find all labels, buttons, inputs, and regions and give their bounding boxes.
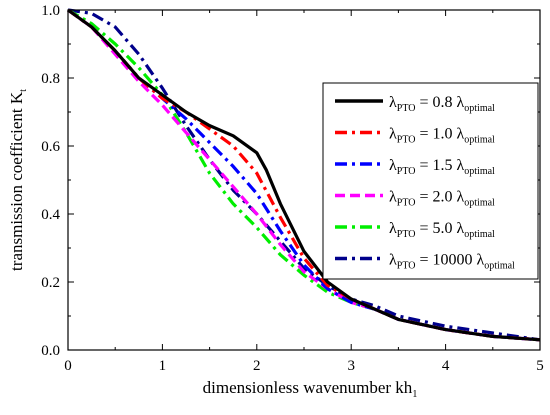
- y-tick-label: 1.0: [41, 3, 60, 19]
- x-axis-title: dimensionless wavenumber kh1: [203, 378, 418, 400]
- legend-label-mid: = 1.0: [415, 126, 456, 143]
- x-tick-label: 4: [442, 358, 450, 374]
- y-tick-label: 0.8: [41, 71, 60, 87]
- legend-label-sym: λ: [389, 126, 397, 143]
- legend-label-sym2: λ: [457, 220, 465, 237]
- legend-label-sym: λ: [389, 189, 397, 206]
- y-axis-title: transmission coefficient Kt: [7, 89, 29, 271]
- legend-label-sub2: optimal: [464, 229, 495, 240]
- legend-label-sub2: optimal: [464, 103, 495, 114]
- legend-label-sym2: λ: [457, 189, 465, 206]
- x-axis-title-main: dimensionless wavenumber kh: [203, 378, 413, 397]
- series-line-0: [67, 8, 541, 342]
- legend-label-mid: = 2.0: [415, 189, 456, 206]
- legend-label-2: λPTO = 1.5 λoptimal: [389, 157, 495, 177]
- x-tick-label: 2: [253, 358, 261, 374]
- legend-label-sub1: PTO: [397, 166, 416, 177]
- y-tick-label: 0.0: [41, 343, 60, 359]
- legend-label-5: λPTO = 10000 λoptimal: [389, 252, 515, 272]
- series-layer: [67, 8, 541, 342]
- legend-label-mid: = 0.8: [415, 94, 456, 111]
- legend-label-mid: = 10000: [415, 252, 476, 269]
- legend-label-sub1: PTO: [397, 135, 416, 146]
- legend-label-1: λPTO = 1.0 λoptimal: [389, 126, 495, 146]
- legend-label-sym2: λ: [477, 252, 485, 269]
- y-tick-label: 0.6: [41, 139, 60, 155]
- legend-label-4: λPTO = 5.0 λoptimal: [389, 220, 495, 240]
- legend-box: [322, 82, 539, 280]
- legend-label-sym2: λ: [457, 94, 465, 111]
- x-axis-title-sub: 1: [412, 389, 417, 400]
- y-tick-label: 0.4: [41, 207, 60, 223]
- y-axis-title-main: transmission coefficient K: [7, 91, 26, 271]
- series-line-4: [67, 8, 541, 342]
- legend-label-sym2: λ: [457, 126, 465, 143]
- ticks-layer: 0 1 2 3 4 5 0.0 0.2 0.4 0.6 0.8 1.0: [41, 3, 544, 374]
- x-tick-label: 5: [536, 358, 544, 374]
- series-line-5: [67, 8, 541, 342]
- legend-label-sym: λ: [389, 220, 397, 237]
- legend-label-sym: λ: [389, 157, 397, 174]
- legend-label-sub1: PTO: [397, 229, 416, 240]
- x-tick-label: 1: [159, 358, 167, 374]
- x-tick-label: 3: [347, 358, 355, 374]
- legend-label-3: λPTO = 2.0 λoptimal: [389, 189, 495, 209]
- legend-label-sym2: λ: [457, 157, 465, 174]
- x-tick-label: 0: [64, 358, 72, 374]
- legend-label-sub2: optimal: [464, 198, 495, 209]
- legend-label-mid: = 1.5: [415, 157, 456, 174]
- legend-label-sub2: optimal: [464, 166, 495, 177]
- legend-label-sym: λ: [389, 252, 397, 269]
- y-tick-label: 0.2: [41, 275, 60, 291]
- y-axis-title-sub: t: [18, 89, 29, 92]
- legend-label-sub1: PTO: [397, 103, 416, 114]
- legend-label-sym: λ: [389, 94, 397, 111]
- legend-label-sub2: optimal: [484, 261, 515, 272]
- legend-label-mid: = 5.0: [415, 220, 456, 237]
- legend-label-sub2: optimal: [464, 135, 495, 146]
- legend-label-sub1: PTO: [397, 198, 416, 209]
- legend-label-0: λPTO = 0.8 λoptimal: [389, 94, 495, 114]
- legend-label-sub1: PTO: [397, 261, 416, 272]
